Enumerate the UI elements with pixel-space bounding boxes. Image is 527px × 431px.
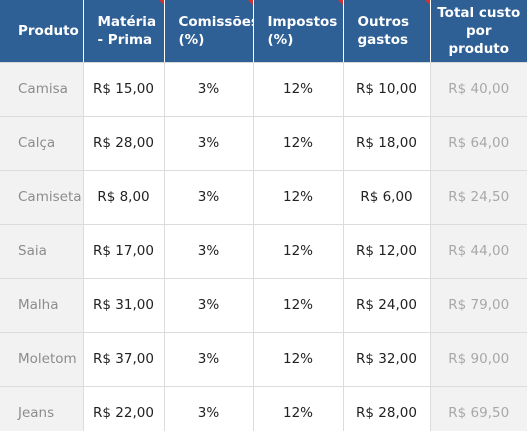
cell-impostos[interactable]: 12%: [253, 62, 344, 117]
cell-comissoes[interactable]: 3%: [164, 116, 254, 171]
header-impostos[interactable]: Impostos (%): [253, 0, 344, 63]
header-label: Outros gastos: [357, 13, 410, 48]
header-label: Matéria - Prima: [97, 13, 157, 48]
cell-comissoes[interactable]: 3%: [164, 224, 254, 279]
cell-materia-prima[interactable]: R$ 31,00: [83, 278, 165, 333]
comment-marker-icon: [337, 0, 343, 5]
cell-total[interactable]: R$ 69,50: [430, 386, 527, 431]
header-label: Impostos (%): [267, 13, 338, 48]
cell-total[interactable]: R$ 90,00: [430, 332, 527, 387]
comment-marker-icon: [158, 0, 164, 5]
cell-comissoes[interactable]: 3%: [164, 62, 254, 117]
header-label: Total custo por produto: [437, 4, 521, 57]
cell-outros-gastos[interactable]: R$ 18,00: [343, 116, 431, 171]
cell-outros-gastos[interactable]: R$ 10,00: [343, 62, 431, 117]
header-materia-prima[interactable]: Matéria - Prima: [83, 0, 165, 63]
cell-outros-gastos[interactable]: R$ 6,00: [343, 170, 431, 225]
cell-comissoes[interactable]: 3%: [164, 278, 254, 333]
cell-impostos[interactable]: 12%: [253, 170, 344, 225]
table-row: Jeans R$ 22,00 3% 12% R$ 28,00 R$ 69,50: [0, 386, 527, 431]
cell-materia-prima[interactable]: R$ 37,00: [83, 332, 165, 387]
cell-materia-prima[interactable]: R$ 15,00: [83, 62, 165, 117]
cell-comissoes[interactable]: 3%: [164, 332, 254, 387]
cell-outros-gastos[interactable]: R$ 32,00: [343, 332, 431, 387]
cell-materia-prima[interactable]: R$ 22,00: [83, 386, 165, 431]
cell-produto[interactable]: Malha: [0, 278, 84, 333]
header-outros-gastos[interactable]: Outros gastos: [343, 0, 431, 63]
cell-impostos[interactable]: 12%: [253, 386, 344, 431]
table-row: Calça R$ 28,00 3% 12% R$ 18,00 R$ 64,00: [0, 116, 527, 171]
cell-impostos[interactable]: 12%: [253, 278, 344, 333]
cell-total[interactable]: R$ 24,50: [430, 170, 527, 225]
table-header: Produto Matéria - Prima Comissões (%) Im…: [0, 0, 527, 63]
header-row: Produto Matéria - Prima Comissões (%) Im…: [0, 0, 527, 63]
cell-comissoes[interactable]: 3%: [164, 386, 254, 431]
table-row: Moletom R$ 37,00 3% 12% R$ 32,00 R$ 90,0…: [0, 332, 527, 387]
table-row: Camisa R$ 15,00 3% 12% R$ 10,00 R$ 40,00: [0, 62, 527, 117]
cell-produto[interactable]: Calça: [0, 116, 84, 171]
cell-impostos[interactable]: 12%: [253, 332, 344, 387]
cell-total[interactable]: R$ 79,00: [430, 278, 527, 333]
cell-outros-gastos[interactable]: R$ 24,00: [343, 278, 431, 333]
cell-produto[interactable]: Saia: [0, 224, 84, 279]
cell-produto[interactable]: Camiseta: [0, 170, 84, 225]
table-row: Camiseta R$ 8,00 3% 12% R$ 6,00 R$ 24,50: [0, 170, 527, 225]
header-label: Comissões (%): [178, 13, 259, 48]
cell-materia-prima[interactable]: R$ 17,00: [83, 224, 165, 279]
cell-impostos[interactable]: 12%: [253, 224, 344, 279]
header-produto[interactable]: Produto: [0, 0, 84, 63]
header-total-custo[interactable]: Total custo por produto: [430, 0, 527, 63]
header-label: Produto: [18, 22, 79, 39]
table-row: Saia R$ 17,00 3% 12% R$ 12,00 R$ 44,00: [0, 224, 527, 279]
table-row: Malha R$ 31,00 3% 12% R$ 24,00 R$ 79,00: [0, 278, 527, 333]
comment-marker-icon: [424, 0, 430, 5]
table-body: Camisa R$ 15,00 3% 12% R$ 10,00 R$ 40,00…: [0, 62, 527, 431]
cell-total[interactable]: R$ 44,00: [430, 224, 527, 279]
cell-outros-gastos[interactable]: R$ 12,00: [343, 224, 431, 279]
header-comissoes[interactable]: Comissões (%): [164, 0, 259, 63]
cell-total[interactable]: R$ 64,00: [430, 116, 527, 171]
comment-marker-icon: [247, 0, 253, 5]
cell-materia-prima[interactable]: R$ 28,00: [83, 116, 165, 171]
cell-produto[interactable]: Camisa: [0, 62, 84, 117]
cell-total[interactable]: R$ 40,00: [430, 62, 527, 117]
cell-comissoes[interactable]: 3%: [164, 170, 254, 225]
cell-produto[interactable]: Jeans: [0, 386, 84, 431]
cell-produto[interactable]: Moletom: [0, 332, 84, 387]
cell-outros-gastos[interactable]: R$ 28,00: [343, 386, 431, 431]
cell-impostos[interactable]: 12%: [253, 116, 344, 171]
cell-materia-prima[interactable]: R$ 8,00: [83, 170, 165, 225]
